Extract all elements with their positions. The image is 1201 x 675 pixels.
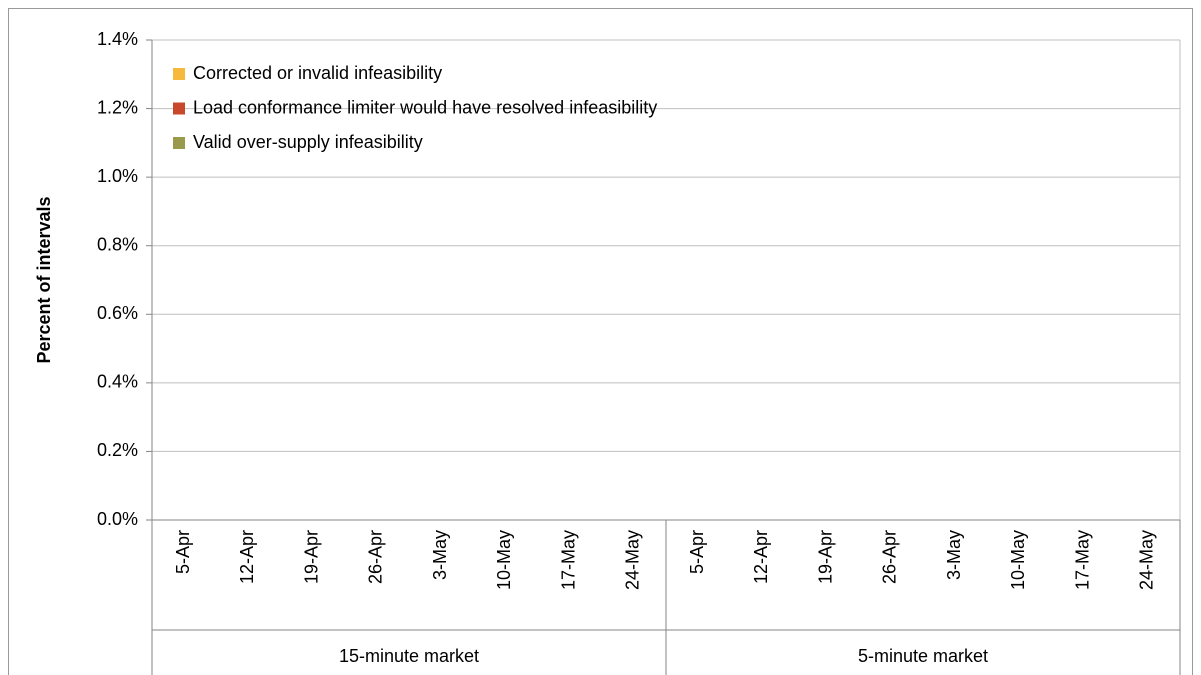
- group-label: 15-minute market: [339, 646, 479, 666]
- legend-swatch: [173, 137, 185, 149]
- legend-swatch: [173, 68, 185, 80]
- x-tick-label: 3-May: [944, 530, 964, 580]
- legend-label: Valid over-supply infeasibility: [193, 132, 423, 152]
- x-tick-label: 12-Apr: [751, 530, 771, 584]
- legend-label: Corrected or invalid infeasibility: [193, 63, 442, 83]
- x-tick-label: 24-May: [623, 530, 643, 590]
- x-tick-label: 17-May: [558, 530, 578, 590]
- x-tick-label: 5-Apr: [173, 530, 193, 574]
- y-tick-label: 0.6%: [97, 303, 138, 323]
- x-tick-label: 19-Apr: [301, 530, 321, 584]
- x-tick-label: 12-Apr: [237, 530, 257, 584]
- y-tick-label: 1.4%: [97, 29, 138, 49]
- y-tick-label: 1.2%: [97, 97, 138, 117]
- x-tick-label: 10-May: [494, 530, 514, 590]
- y-tick-label: 0.8%: [97, 234, 138, 254]
- legend-swatch: [173, 102, 185, 115]
- y-tick-label: 1.0%: [97, 166, 138, 186]
- x-tick-label: 19-Apr: [815, 530, 835, 584]
- x-tick-label: 24-May: [1137, 530, 1157, 590]
- x-tick-label: 3-May: [430, 530, 450, 580]
- y-axis-label: Percent of intervals: [34, 196, 54, 363]
- x-tick-label: 26-Apr: [880, 530, 900, 584]
- group-label: 5-minute market: [858, 646, 988, 666]
- y-tick-label: 0.2%: [97, 440, 138, 460]
- y-tick-label: 0.4%: [97, 372, 138, 392]
- y-tick-label: 0.0%: [97, 509, 138, 529]
- legend-label: Load conformance limiter would have reso…: [193, 97, 657, 117]
- x-tick-label: 10-May: [1008, 530, 1028, 590]
- x-tick-label: 26-Apr: [366, 530, 386, 584]
- chart-border: [8, 8, 1193, 675]
- x-tick-label: 5-Apr: [687, 530, 707, 574]
- x-tick-label: 17-May: [1072, 530, 1092, 590]
